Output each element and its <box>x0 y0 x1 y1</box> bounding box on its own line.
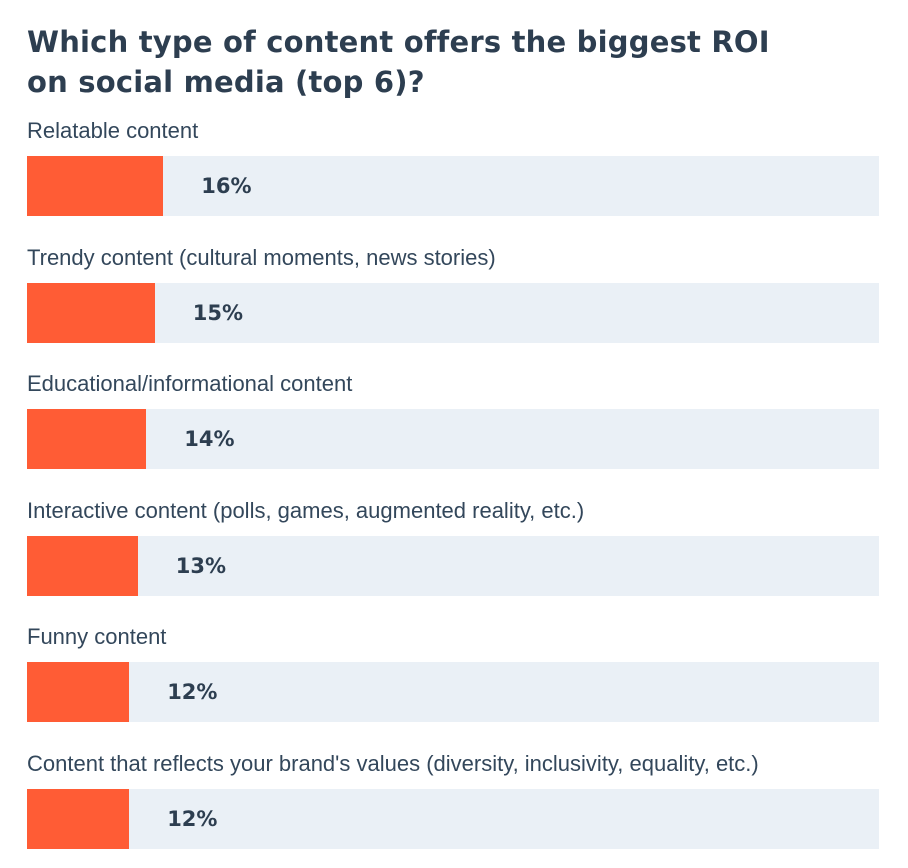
category-label: Educational/informational content <box>27 371 353 396</box>
bar-track: 14% <box>27 409 879 469</box>
category-label: Funny content <box>27 624 167 649</box>
category-label: Interactive content (polls, games, augme… <box>27 498 585 523</box>
bar <box>27 409 147 469</box>
bar-track: 13% <box>27 536 879 596</box>
bar <box>27 156 164 216</box>
bar-track: 16% <box>27 156 879 216</box>
bar-value-label: 15% <box>192 301 244 325</box>
bar <box>27 283 155 343</box>
chart-title-line-2: on social media (top 6)? <box>27 65 425 99</box>
chart-title: Which type of content offers the biggest… <box>27 22 867 102</box>
bar-value-label: 13% <box>175 554 227 578</box>
category-label: Content that reflects your brand's value… <box>27 751 759 776</box>
bar <box>27 662 130 722</box>
bar-value-label: 16% <box>201 174 252 198</box>
bar-track: 15% <box>27 283 879 343</box>
bar <box>27 536 138 596</box>
category-label: Relatable content <box>27 118 199 143</box>
bar-value-label: 14% <box>184 427 235 451</box>
bar-track: 12% <box>27 789 879 849</box>
bar-value-label: 12% <box>167 680 218 704</box>
chart-title-line-1: Which type of content offers the biggest… <box>27 25 770 59</box>
bar-track: 12% <box>27 662 879 722</box>
category-label: Trendy content (cultural moments, news s… <box>27 245 496 270</box>
bar <box>27 789 130 849</box>
bar-value-label: 12% <box>167 807 218 831</box>
